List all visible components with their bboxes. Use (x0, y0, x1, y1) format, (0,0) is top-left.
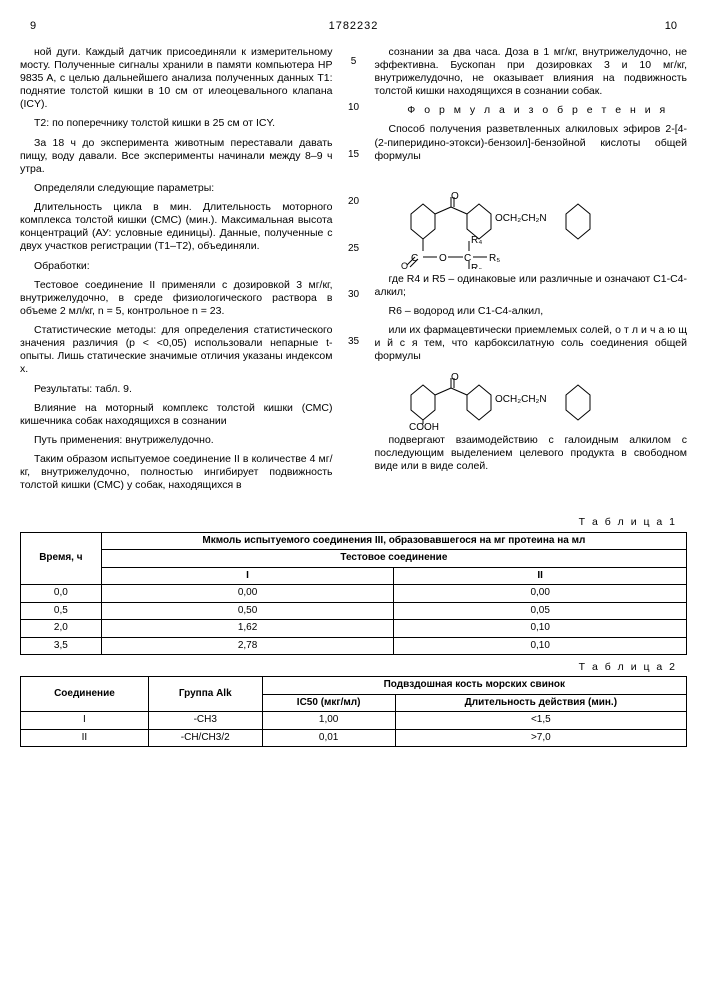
para: Обработки: (20, 260, 333, 273)
line-num: 15 (347, 149, 361, 162)
svg-text:OCH₂CH₂N: OCH₂CH₂N (495, 394, 547, 405)
para: подвергают взаимодействию с галоидным ал… (375, 434, 688, 473)
line-num: 10 (347, 102, 361, 115)
where-clause: R6 – водород или C1-C4-алкил, (375, 305, 688, 318)
page-number-right: 10 (665, 20, 677, 34)
line-number-gutter: 5 10 15 20 25 30 35 (347, 46, 361, 499)
th: Мкмоль испытуемого соединения III, образ… (101, 532, 686, 550)
line-num: 20 (347, 196, 361, 209)
th: Время, ч (21, 532, 102, 585)
page-number-left: 9 (30, 20, 36, 34)
svg-text:R₄: R₄ (471, 235, 482, 246)
header: 9 1782232 10 (20, 20, 687, 34)
para: Определяли следующие параметры: (20, 182, 333, 195)
table-row: II-CH/CH3/20,01>7,0 (21, 729, 687, 747)
table-2-label: Т а б л и ц а 2 (20, 661, 677, 674)
para: Длительность цикла в мин. Длительность м… (20, 201, 333, 254)
para: сознании за два часа. Доза в 1 мг/кг, вн… (375, 46, 688, 99)
th: Группа Alk (148, 677, 262, 712)
line-num: 35 (347, 336, 361, 349)
para: Результаты: табл. 9. (20, 383, 333, 396)
table-1: Время, ч Мкмоль испытуемого соединения I… (20, 532, 687, 656)
para: ной дуги. Каждый датчик присоединяли к и… (20, 46, 333, 112)
chemical-structure-1-icon: O OCH₂CH₂N C O O C R₄ R₅ R₆ (401, 169, 661, 269)
th: Соединение (21, 677, 149, 712)
text-columns: ной дуги. Каждый датчик присоединяли к и… (20, 46, 687, 499)
left-column: ной дуги. Каждый датчик присоединяли к и… (20, 46, 333, 499)
para: Статистические методы: для определения с… (20, 324, 333, 377)
table-row: 3,52,780,10 (21, 637, 687, 655)
where-clause: где R4 и R5 – одинаковые или различные и… (375, 273, 688, 299)
para: Путь применения: внутрижелудочно. (20, 434, 333, 447)
para: Влияние на моторный комплекс толстой киш… (20, 402, 333, 428)
table-row: 2,01,620,10 (21, 620, 687, 638)
svg-text:O: O (439, 253, 447, 264)
svg-text:OCH₂CH₂N: OCH₂CH₂N (495, 213, 547, 224)
right-column: сознании за два часа. Доза в 1 мг/кг, вн… (375, 46, 688, 499)
svg-text:COOH: COOH (409, 422, 439, 430)
para: Таким образом испытуемое соединение II в… (20, 453, 333, 492)
line-num: 25 (347, 243, 361, 256)
para: или их фармацевтически приемлемых солей,… (375, 324, 688, 363)
svg-text:R₆: R₆ (471, 263, 482, 269)
table-row: 0,00,000,00 (21, 585, 687, 603)
chemical-structure-2-icon: O OCH₂CH₂N COOH (401, 370, 661, 430)
table-row: 0,50,500,05 (21, 602, 687, 620)
para: За 18 ч до эксперимента животным переста… (20, 137, 333, 176)
table-2: Соединение Группа Alk Подвздошная кость … (20, 676, 687, 747)
th: I (101, 567, 394, 585)
formula-heading: Ф о р м у л а и з о б р е т е н и я (375, 104, 688, 117)
line-num: 5 (347, 56, 361, 69)
line-num: 30 (347, 289, 361, 302)
th: Подвздошная кость морских свинок (262, 677, 686, 695)
svg-text:O: O (451, 372, 459, 383)
document-number: 1782232 (329, 20, 379, 32)
para: Тестовое соединение II применяли с дозир… (20, 279, 333, 318)
th: Тестовое соединение (101, 550, 686, 568)
th: IC50 (мкг/мл) (262, 694, 395, 712)
svg-text:O: O (451, 191, 459, 202)
table-1-label: Т а б л и ц а 1 (20, 516, 677, 529)
para: T2: по поперечнику толстой кишки в 25 см… (20, 117, 333, 130)
th: Длительность действия (мин.) (395, 694, 686, 712)
svg-text:R₅: R₅ (489, 253, 500, 264)
table-row: I-CH31,00<1,5 (21, 712, 687, 730)
th: II (394, 567, 687, 585)
para: Способ получения разветвленных алкиловых… (375, 123, 688, 162)
svg-text:O: O (401, 261, 408, 269)
